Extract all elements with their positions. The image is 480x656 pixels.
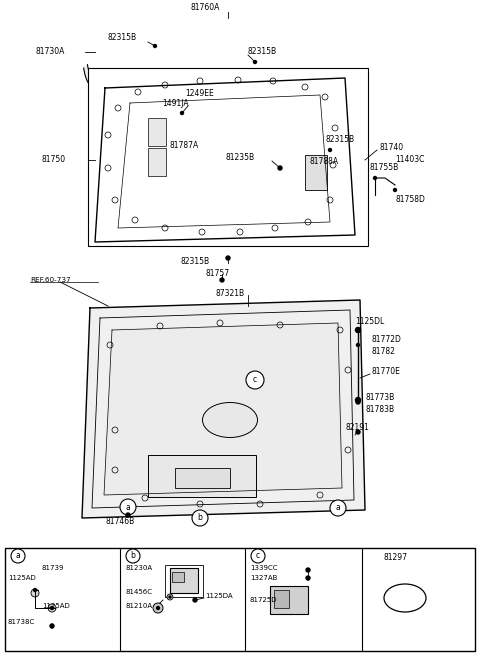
Circle shape — [154, 45, 156, 47]
Circle shape — [167, 594, 173, 600]
Circle shape — [330, 500, 346, 516]
Circle shape — [220, 278, 224, 282]
Text: a: a — [336, 504, 340, 512]
Circle shape — [356, 400, 360, 404]
Circle shape — [356, 398, 360, 403]
Ellipse shape — [203, 403, 257, 438]
Text: 81746B: 81746B — [105, 518, 134, 527]
Text: 87321B: 87321B — [215, 289, 244, 298]
Circle shape — [226, 256, 230, 260]
Text: 81757: 81757 — [205, 268, 229, 277]
Text: 82315B: 82315B — [108, 33, 137, 43]
Text: c: c — [256, 552, 260, 560]
Circle shape — [356, 327, 360, 333]
Text: 1327AB: 1327AB — [250, 575, 277, 581]
Bar — [274, 590, 289, 608]
Text: 82315B: 82315B — [180, 258, 210, 266]
Text: 81297: 81297 — [383, 552, 407, 562]
Polygon shape — [95, 78, 355, 242]
Circle shape — [246, 371, 264, 389]
Circle shape — [169, 596, 171, 598]
Circle shape — [192, 510, 208, 526]
Text: b: b — [131, 552, 135, 560]
Bar — [148, 148, 166, 176]
Text: 81230A: 81230A — [126, 565, 153, 571]
Text: 1125AD: 1125AD — [8, 575, 36, 581]
Text: 81725D: 81725D — [250, 597, 277, 603]
Circle shape — [31, 589, 39, 597]
Circle shape — [278, 166, 282, 170]
Bar — [175, 468, 230, 488]
Text: a: a — [16, 552, 20, 560]
Circle shape — [306, 576, 310, 580]
Circle shape — [253, 60, 256, 64]
Text: 1249EE: 1249EE — [185, 89, 214, 98]
Text: 82191: 82191 — [345, 424, 369, 432]
Text: 81758D: 81758D — [395, 195, 425, 205]
Text: c: c — [253, 375, 257, 384]
Bar — [172, 572, 184, 582]
Text: 81760A: 81760A — [190, 3, 220, 12]
Text: 81772D: 81772D — [372, 335, 402, 344]
Bar — [165, 565, 203, 597]
Text: 1339CC: 1339CC — [250, 565, 277, 571]
Text: 81787A: 81787A — [170, 140, 199, 150]
Text: 81740: 81740 — [380, 144, 404, 152]
Circle shape — [120, 499, 136, 515]
Circle shape — [126, 513, 130, 517]
Text: 81730A: 81730A — [35, 47, 64, 56]
Circle shape — [156, 607, 159, 609]
Circle shape — [394, 188, 396, 192]
Circle shape — [180, 112, 183, 115]
Text: 81738C: 81738C — [8, 619, 35, 625]
Circle shape — [373, 176, 376, 180]
Circle shape — [328, 148, 332, 152]
Bar — [270, 586, 308, 614]
Text: 81210A: 81210A — [126, 603, 153, 609]
Text: 1125DL: 1125DL — [355, 318, 384, 327]
Text: 81755B: 81755B — [370, 163, 399, 173]
Circle shape — [306, 568, 310, 572]
Polygon shape — [82, 300, 365, 518]
Text: 81456C: 81456C — [126, 589, 153, 595]
Circle shape — [50, 607, 53, 609]
Circle shape — [11, 549, 25, 563]
Bar — [148, 455, 256, 497]
Circle shape — [34, 588, 36, 592]
Circle shape — [356, 430, 360, 434]
Text: 81783B: 81783B — [365, 405, 394, 415]
Bar — [305, 155, 327, 190]
Text: 82315B: 82315B — [248, 47, 277, 56]
Polygon shape — [341, 69, 351, 92]
Polygon shape — [84, 65, 94, 88]
Text: 1491JA: 1491JA — [162, 98, 189, 108]
Text: 81750: 81750 — [42, 155, 66, 165]
Text: 81235B: 81235B — [225, 154, 254, 163]
Text: a: a — [126, 502, 131, 512]
Circle shape — [126, 549, 140, 563]
Text: 81782: 81782 — [372, 348, 396, 356]
Circle shape — [251, 549, 265, 563]
Bar — [5, 548, 475, 651]
Circle shape — [48, 604, 56, 612]
Text: 81770E: 81770E — [372, 367, 401, 377]
Bar — [148, 118, 166, 146]
Polygon shape — [104, 323, 342, 495]
Circle shape — [193, 598, 197, 602]
Bar — [170, 568, 198, 593]
Text: 81788A: 81788A — [310, 157, 339, 167]
Text: 1125DA: 1125DA — [205, 593, 233, 599]
Circle shape — [356, 328, 360, 332]
Circle shape — [50, 624, 54, 628]
Text: 81739: 81739 — [42, 565, 64, 571]
Circle shape — [357, 344, 360, 346]
Bar — [88, 68, 368, 246]
Text: 11403C: 11403C — [395, 155, 424, 165]
Circle shape — [153, 603, 163, 613]
Text: 1125AD: 1125AD — [42, 603, 70, 609]
Text: b: b — [198, 514, 203, 522]
Text: REF.60-737: REF.60-737 — [30, 277, 71, 283]
Text: 82315B: 82315B — [325, 136, 354, 144]
Text: 81773B: 81773B — [365, 394, 394, 403]
